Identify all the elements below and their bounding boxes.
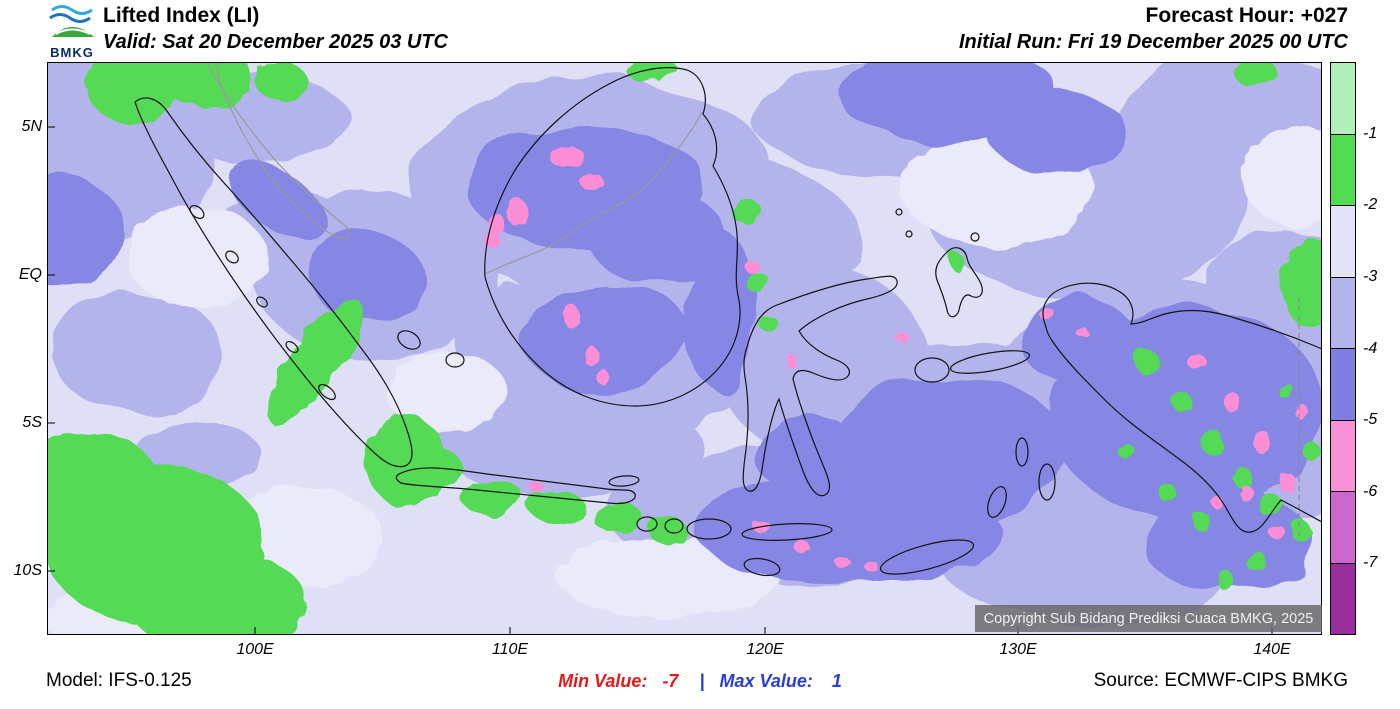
coastline-sangihe-1 bbox=[895, 208, 903, 216]
legend-segment bbox=[1331, 63, 1355, 135]
coastline-aru bbox=[1038, 463, 1056, 501]
coastline-morotai bbox=[970, 232, 980, 242]
legend-tick-label: -6 bbox=[1363, 483, 1378, 500]
page-title: Lifted Index (LI) bbox=[103, 4, 260, 27]
legend-segment bbox=[1331, 420, 1355, 492]
y-axis-label-eq: EQ bbox=[18, 266, 42, 283]
y-axis-label-5n: 5N bbox=[21, 118, 42, 135]
forecast-hour: Forecast Hour: +027 bbox=[1145, 4, 1349, 27]
legend-segment bbox=[1331, 349, 1355, 421]
coastline-siberut bbox=[225, 250, 239, 264]
x-axis-label-120e: 120E bbox=[746, 641, 784, 658]
coastline-sumatra bbox=[134, 97, 413, 468]
coastline-buru bbox=[914, 357, 950, 383]
coastline-lombok bbox=[664, 518, 684, 534]
coastline-kai bbox=[1015, 437, 1029, 467]
min-value-label: Min Value: bbox=[558, 671, 648, 691]
contour-layer-pink bbox=[484, 147, 1308, 572]
coastline-madura bbox=[608, 475, 640, 487]
coastline-nias bbox=[189, 204, 205, 220]
coastline-belitung bbox=[445, 352, 465, 368]
initial-run: Initial Run: Fri 19 December 2025 00 UTC bbox=[958, 31, 1348, 53]
legend-tick-label: -5 bbox=[1363, 411, 1378, 428]
x-axis-label-110e: 110E bbox=[491, 641, 529, 658]
x-axis-label-130e: 130E bbox=[999, 641, 1037, 658]
x-axis-label-140e: 140E bbox=[1253, 641, 1291, 658]
coastline-seram bbox=[949, 350, 1031, 374]
legend-colorbar bbox=[1330, 62, 1356, 635]
coastline-tanimbar bbox=[987, 486, 1007, 518]
coastlines bbox=[134, 67, 1322, 577]
map-canvas bbox=[47, 62, 1322, 635]
copyright-overlay: Copyright Sub Bidang Prediksi Cuaca BMKG… bbox=[975, 605, 1322, 632]
coastline-bangka bbox=[397, 330, 421, 350]
legend-segment bbox=[1331, 277, 1355, 349]
map-area: Copyright Sub Bidang Prediksi Cuaca BMKG… bbox=[47, 62, 1322, 635]
minmax-summary: Min Value: -7 | Max Value: 1 bbox=[558, 671, 842, 692]
foreign-borders bbox=[206, 62, 1300, 537]
coastline-mentawai bbox=[256, 296, 268, 308]
coastline-kalimantan bbox=[484, 67, 741, 407]
legend-segment bbox=[1331, 563, 1355, 634]
coastline-sumbawa bbox=[686, 518, 732, 540]
legend-segment bbox=[1331, 134, 1355, 206]
coastline-halmahera bbox=[935, 247, 983, 318]
legend-tick-label: -3 bbox=[1363, 268, 1378, 285]
legend-tick-label: -1 bbox=[1363, 125, 1378, 142]
legend-tick-label: -2 bbox=[1363, 196, 1378, 213]
y-axis-label-10s: 10S bbox=[13, 562, 42, 579]
source-label: Source: ECMWF-CIPS BMKG bbox=[1093, 670, 1348, 691]
bmkg-logo-icon bbox=[49, 5, 94, 37]
border-kalimantan-malaysia bbox=[484, 111, 703, 275]
bmkg-logo-label: BMKG bbox=[50, 45, 94, 60]
coastline-timor bbox=[879, 539, 975, 575]
legend-tick-label: -4 bbox=[1363, 340, 1378, 357]
y-axis-label-5s: 5S bbox=[22, 414, 42, 431]
model-label: Model: IFS-0.125 bbox=[46, 670, 192, 691]
coastline-sulawesi bbox=[742, 275, 898, 497]
bmkg-logo: BMKG bbox=[44, 1, 100, 59]
coastline-sumba bbox=[743, 557, 781, 577]
coastline-enggano bbox=[318, 383, 336, 401]
coastline-flores bbox=[741, 523, 833, 541]
x-axis-label-100e: 100E bbox=[236, 641, 274, 658]
coastline-pagai bbox=[285, 340, 299, 354]
coastline-malay-peninsula bbox=[206, 62, 350, 240]
coastline-sangihe-2 bbox=[905, 230, 913, 238]
coastline-papua bbox=[1042, 282, 1322, 533]
max-value: 1 bbox=[831, 671, 842, 691]
min-value: -7 bbox=[662, 671, 679, 691]
legend-segment bbox=[1331, 206, 1355, 278]
valid-time: Valid: Sat 20 December 2025 03 UTC bbox=[103, 31, 448, 53]
legend-tick-label: -7 bbox=[1363, 554, 1378, 571]
legend-segment bbox=[1331, 492, 1355, 564]
coastline-java bbox=[395, 467, 636, 505]
coastline-bali bbox=[636, 516, 658, 532]
max-value-label: Max Value: bbox=[719, 671, 813, 691]
contour-layer-green bbox=[47, 62, 1322, 635]
minmax-separator: | bbox=[699, 671, 705, 691]
